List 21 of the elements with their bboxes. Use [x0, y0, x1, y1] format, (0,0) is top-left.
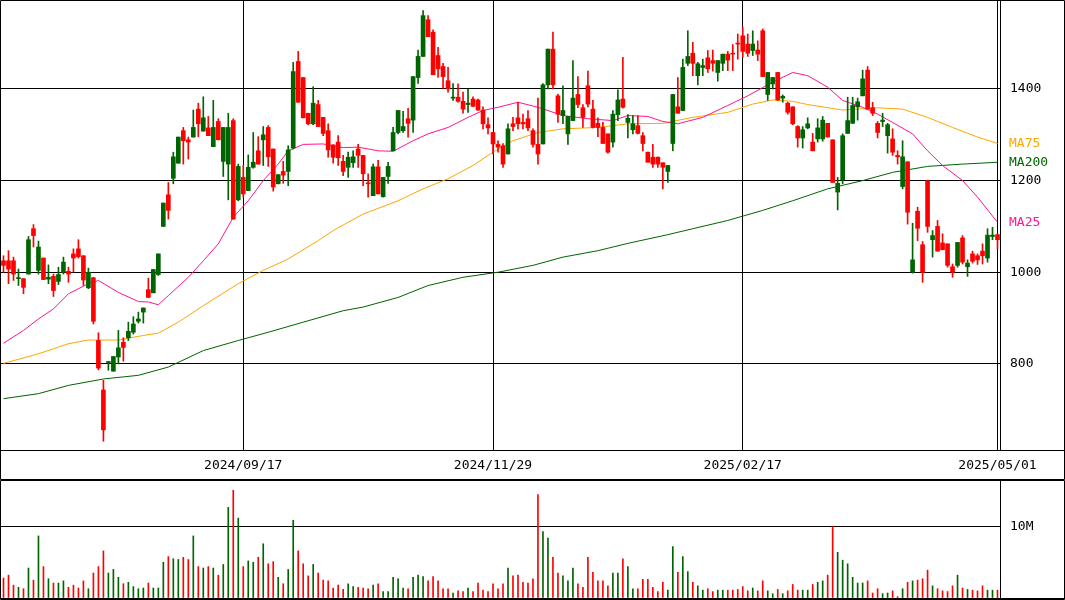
x-tick-label: 2024/11/29 [453, 457, 533, 473]
candlestick [625, 114, 631, 139]
y-tick-label: 1000 [1010, 263, 1042, 279]
y-tick-label: 1400 [1010, 80, 1042, 96]
candlestick [260, 126, 266, 166]
x-tick-label: 2025/05/01 [958, 457, 1037, 473]
y-tick-label: 10M [1010, 518, 1034, 534]
series-label: MA25 [1009, 213, 1041, 229]
series-label: MA200 [1009, 153, 1049, 169]
candlestick [405, 107, 411, 138]
candlestick [400, 111, 406, 133]
x-tick-label: 2024/09/17 [204, 457, 283, 473]
series-label: MA75 [1009, 134, 1041, 150]
candlestick [750, 30, 756, 56]
x-tick-label: 2025/02/17 [703, 457, 782, 473]
y-tick-label: 1200 [1010, 171, 1042, 187]
candlestick [280, 161, 286, 184]
candlestick [675, 77, 681, 114]
candlestick [685, 30, 691, 66]
candlestick [365, 173, 371, 198]
y-tick-label: 800 [1010, 355, 1034, 371]
